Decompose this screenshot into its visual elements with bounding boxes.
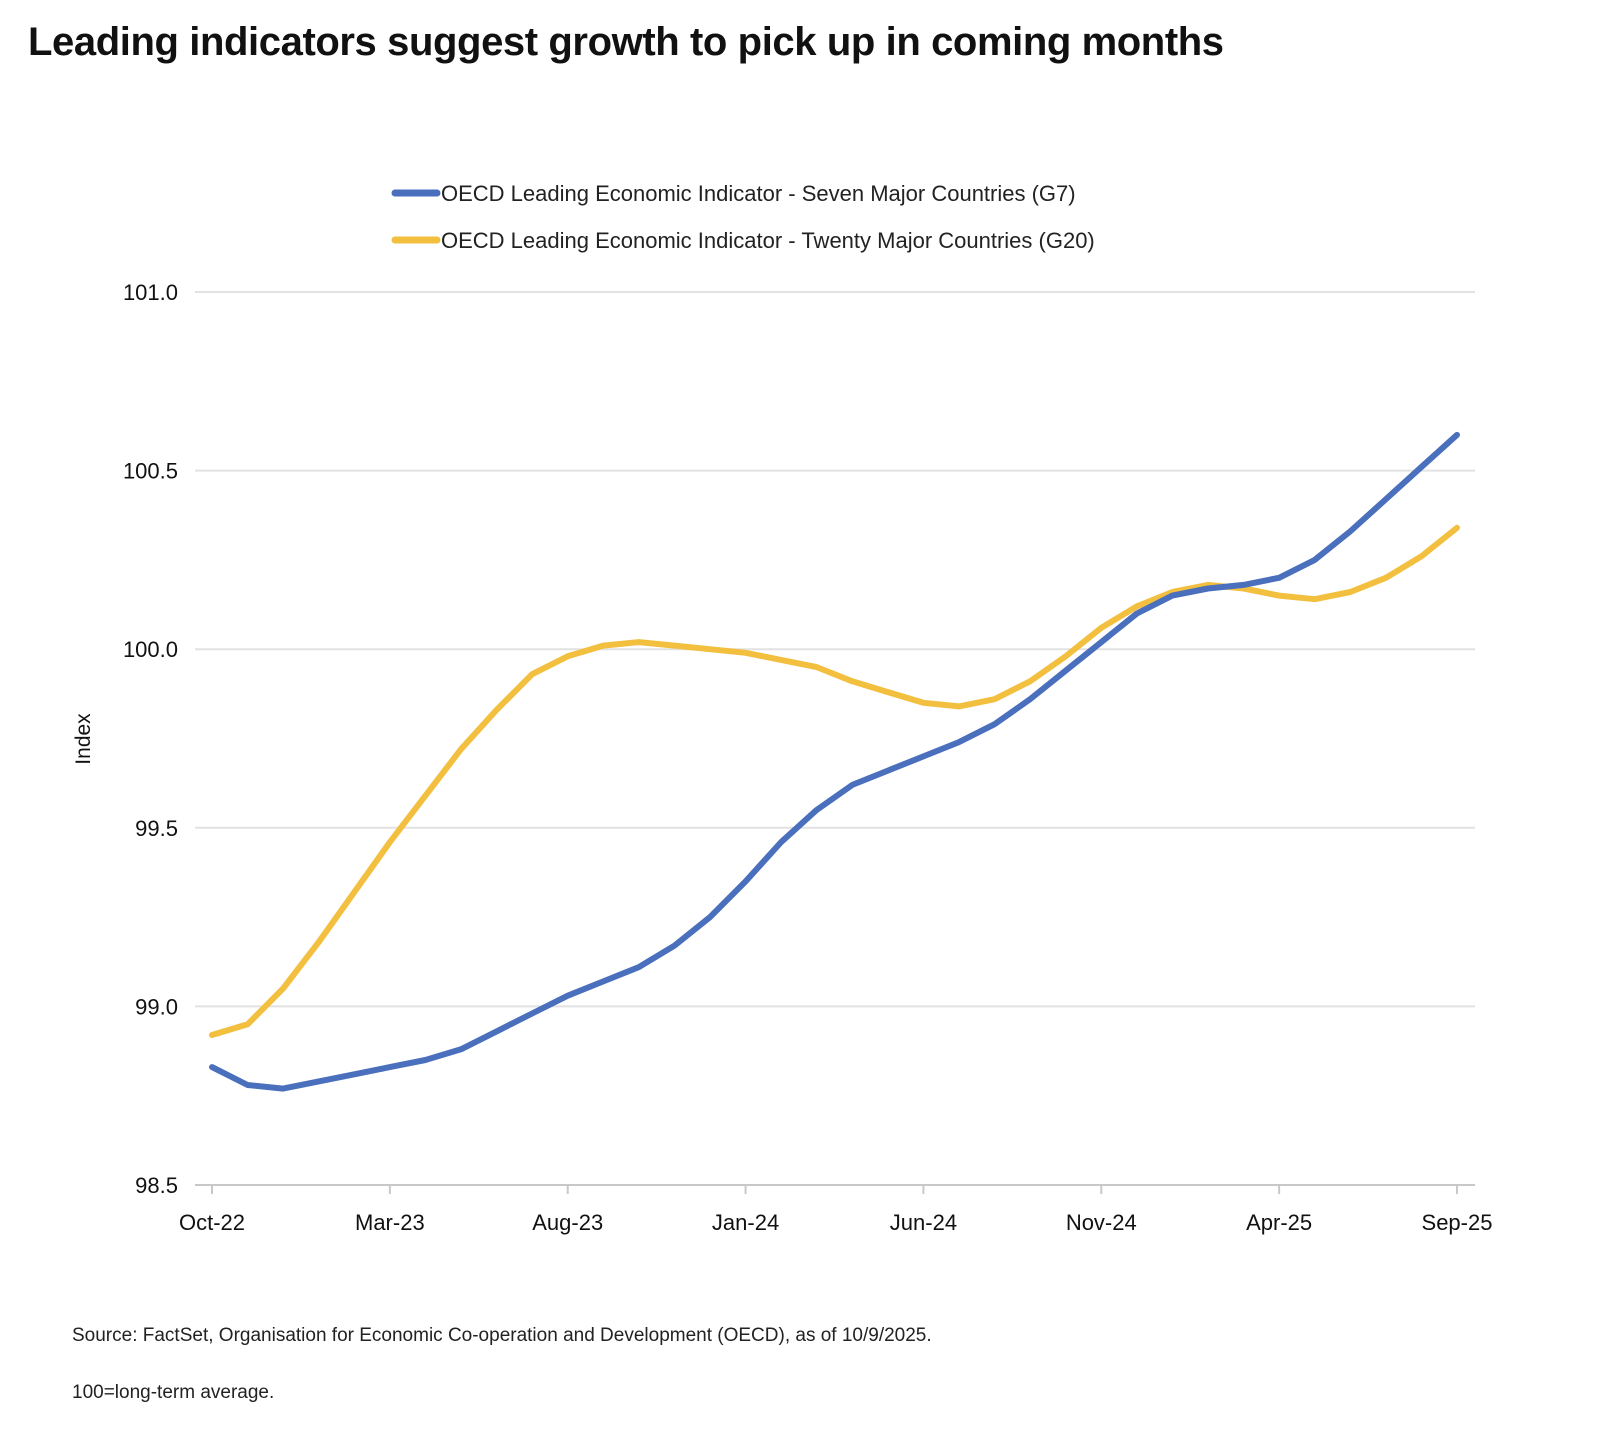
y-axis-label: Index	[72, 713, 95, 765]
series-lines	[209, 431, 1460, 1092]
chart-title: Leading indicators suggest growth to pic…	[28, 20, 1224, 64]
x-tick-label: Apr-25	[1246, 1210, 1312, 1235]
x-tick-label: Sep-25	[1422, 1210, 1493, 1235]
y-tick-label: 100.5	[123, 459, 178, 484]
x-axis: Oct-22 Mar-23 Aug-23 Jan-24 Jun-24 Nov-24 Apr-…	[179, 1185, 1492, 1235]
source-note: Source: FactSet, Organisation for Econom…	[72, 1325, 932, 1346]
x-tick-label: Mar-23	[355, 1210, 425, 1235]
legend-label-0: OECD Leading Economic Indicator - Seven …	[441, 181, 1076, 206]
legend-label-1: OECD Leading Economic Indicator - Twenty…	[441, 228, 1095, 253]
line-chart: OECD Leading Economic Indicator - Seven …	[72, 181, 1492, 1235]
legend: OECD Leading Economic Indicator - Seven …	[391, 181, 1095, 253]
x-tick-label: Nov-24	[1066, 1210, 1137, 1235]
y-tick-label: 98.5	[135, 1173, 178, 1198]
x-tick-label: Oct-22	[179, 1210, 245, 1235]
y-axis-ticks: 98.5 99.0 99.5 100.0 100.5 101.0	[123, 280, 178, 1198]
y-tick-label: 99.0	[135, 994, 178, 1019]
series-line-0	[209, 431, 1460, 1092]
footnote: 100=long-term average.	[72, 1382, 275, 1403]
x-tick-label: Jan-24	[712, 1210, 779, 1235]
x-tick-label: Jun-24	[890, 1210, 957, 1235]
y-tick-label: 99.5	[135, 816, 178, 841]
series-line-1	[209, 524, 1460, 1038]
y-tick-label: 101.0	[123, 280, 178, 305]
gridlines	[195, 291, 1475, 1186]
y-tick-label: 100.0	[123, 637, 178, 662]
x-tick-label: Aug-23	[532, 1210, 603, 1235]
